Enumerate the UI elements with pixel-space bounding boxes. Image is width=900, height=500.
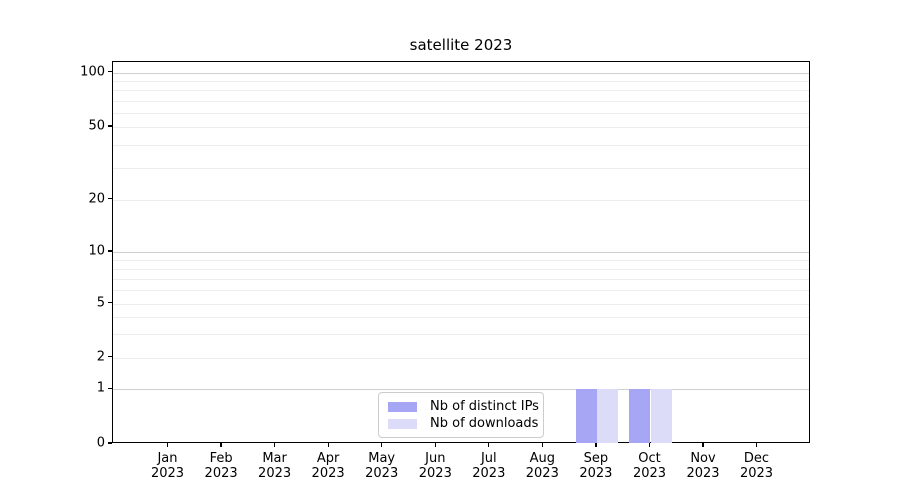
legend-label-distinct-ips: Nb of distinct IPs — [430, 399, 539, 414]
chart-title: satellite 2023 — [409, 36, 513, 54]
x-tick-mark — [595, 443, 597, 447]
downloads-swatch-icon — [388, 418, 417, 429]
major-gridline — [113, 389, 809, 391]
minor-gridline — [113, 290, 809, 292]
x-tick-label: Dec 2023 — [739, 451, 774, 481]
x-tick-label: Jan 2023 — [150, 451, 185, 481]
y-tick-label: 5 — [96, 295, 105, 311]
x-tick-label: Feb 2023 — [204, 451, 238, 481]
y-tick-mark — [108, 356, 112, 358]
x-tick-label: Jul 2023 — [472, 451, 506, 481]
x-tick-label: Aug 2023 — [525, 451, 559, 481]
y-tick-label: 2 — [96, 349, 105, 365]
x-tick-mark — [541, 443, 543, 447]
minor-gridline — [113, 144, 809, 146]
minor-gridline — [113, 90, 809, 92]
y-tick-label: 0 — [96, 435, 105, 451]
x-tick-label: Jun 2023 — [418, 451, 452, 481]
y-tick-mark — [108, 71, 112, 73]
minor-gridline — [113, 317, 809, 318]
x-tick-label: Apr 2023 — [311, 451, 345, 481]
major-gridline — [113, 72, 809, 74]
y-tick-mark — [108, 198, 112, 200]
x-tick-label: Sep 2023 — [579, 451, 613, 481]
bar-distinct-ips — [629, 389, 651, 443]
plot-area — [112, 61, 810, 443]
minor-gridline — [113, 167, 809, 169]
legend: Nb of distinct IPs Nb of downloads — [378, 392, 544, 438]
y-tick-mark — [108, 302, 112, 304]
y-tick-mark — [108, 442, 112, 444]
y-tick-mark — [108, 250, 112, 252]
minor-gridline — [113, 112, 809, 114]
y-tick-label: 10 — [88, 243, 105, 259]
minor-gridline — [113, 100, 809, 102]
x-tick-mark — [434, 443, 436, 447]
minor-gridline — [113, 80, 809, 82]
minor-gridline — [113, 259, 809, 261]
distinct-ips-swatch-icon — [388, 401, 417, 412]
legend-item-distinct-ips: Nb of distinct IPs — [388, 399, 539, 414]
x-tick-label: May 2023 — [365, 451, 399, 481]
minor-gridline — [113, 268, 809, 270]
x-tick-mark — [220, 443, 222, 447]
y-tick-label: 20 — [88, 191, 105, 207]
y-tick-mark — [108, 387, 112, 389]
bar-downloads — [596, 389, 619, 443]
x-tick-mark — [755, 443, 758, 447]
minor-gridline — [113, 199, 809, 201]
x-tick-mark — [648, 443, 651, 447]
minor-gridline — [113, 357, 809, 359]
y-tick-mark — [108, 125, 112, 127]
x-tick-mark — [488, 443, 490, 447]
x-tick-label: Mar 2023 — [258, 451, 292, 481]
x-tick-mark — [381, 443, 383, 447]
y-tick-label: 50 — [88, 118, 105, 134]
y-tick-label: 1 — [96, 380, 105, 396]
minor-gridline — [113, 127, 809, 129]
minor-gridline — [113, 303, 809, 305]
x-tick-label: Nov 2023 — [686, 451, 720, 481]
legend-label-downloads: Nb of downloads — [430, 416, 539, 431]
y-tick-label: 100 — [80, 64, 105, 80]
minor-gridline — [113, 278, 809, 280]
major-gridline — [113, 252, 809, 253]
x-tick-mark — [166, 443, 169, 447]
x-tick-mark — [274, 443, 276, 447]
x-tick-label: Oct 2023 — [632, 451, 667, 481]
bar-downloads — [650, 389, 672, 443]
x-tick-mark — [327, 443, 329, 447]
bar-distinct-ips — [575, 389, 597, 443]
x-tick-mark — [702, 443, 704, 447]
minor-gridline — [113, 333, 809, 335]
legend-item-downloads: Nb of downloads — [388, 416, 539, 431]
